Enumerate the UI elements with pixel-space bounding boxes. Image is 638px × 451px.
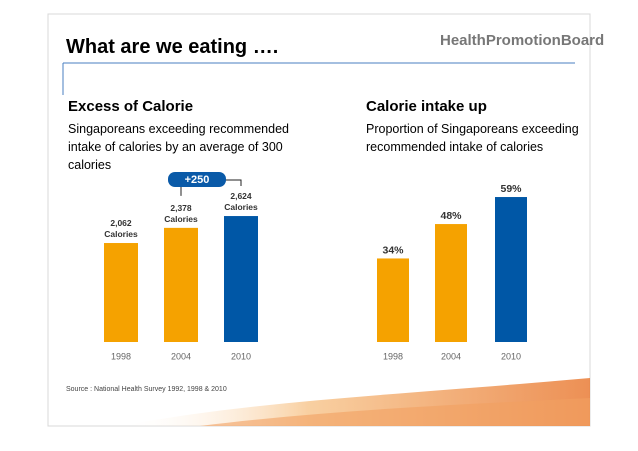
bar bbox=[435, 224, 467, 342]
annotation: +250 bbox=[185, 174, 210, 186]
value-label: 34% bbox=[382, 244, 404, 256]
bar bbox=[164, 227, 198, 342]
value-label: 59% bbox=[500, 183, 522, 195]
slide-title: What are we eating …. bbox=[66, 36, 279, 58]
chart-subtitle: Proportion of Singaporeans exceeding rec… bbox=[366, 122, 579, 154]
bar bbox=[377, 258, 409, 342]
x-tick-label: 2004 bbox=[171, 351, 191, 361]
value-label: 2,062 Calories bbox=[104, 218, 138, 239]
source: Source : National Health Survey 1992, 19… bbox=[66, 386, 227, 393]
value-label: 2,378 Calories bbox=[164, 203, 198, 224]
chart-title: Calorie intake up bbox=[366, 98, 487, 115]
x-tick-label: 2004 bbox=[441, 351, 461, 361]
x-tick-label: 2010 bbox=[501, 351, 521, 361]
x-tick-label: 2010 bbox=[231, 351, 251, 361]
chart-subtitle: Singaporeans exceeding recommended intak… bbox=[68, 122, 289, 172]
chart-title: Excess of Calorie bbox=[68, 98, 194, 115]
value-label: 2,624 Calories bbox=[224, 191, 258, 212]
value-label: 48% bbox=[440, 210, 462, 222]
x-tick-label: 1998 bbox=[111, 351, 131, 361]
wave bbox=[200, 398, 590, 426]
bar bbox=[224, 216, 258, 342]
logo: HealthPromotionBoard bbox=[440, 32, 605, 49]
annotation-pill bbox=[168, 172, 226, 187]
x-tick-label: 1998 bbox=[383, 351, 403, 361]
bar bbox=[495, 197, 527, 342]
bar bbox=[104, 243, 138, 342]
charts: 1998 2,062 Calories 2004 2,378 Calories 2010 2,… bbox=[104, 172, 527, 361]
